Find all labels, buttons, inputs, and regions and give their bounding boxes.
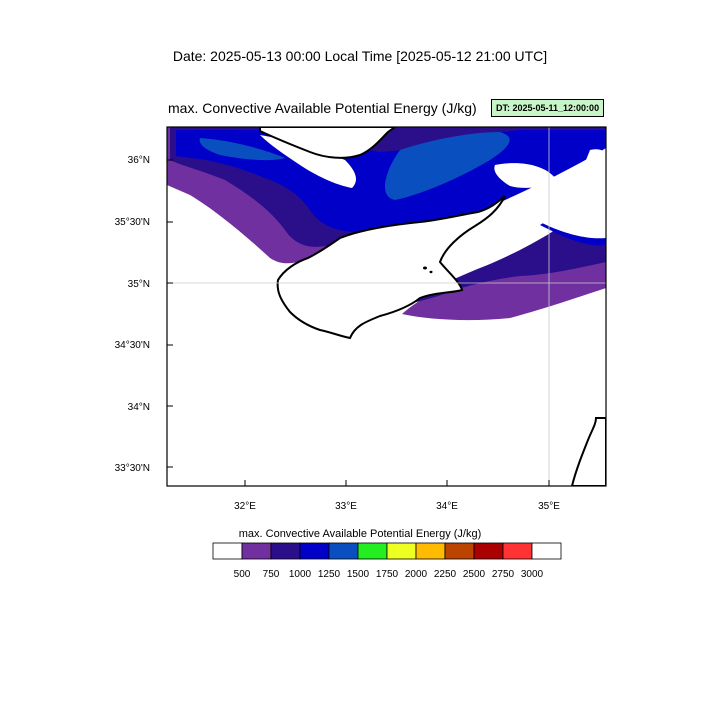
cape-band-medblue-2 (199, 138, 285, 161)
islet (423, 266, 427, 270)
lon-label: 32°E (234, 501, 256, 512)
colorbar-label: 2750 (491, 569, 515, 580)
cape-band-medblue (384, 132, 510, 200)
colorbar-swatch (328, 542, 359, 560)
colorbar-label: 3000 (520, 569, 544, 580)
map-title: max. Convective Available Potential Ener… (168, 100, 477, 116)
colorbar-label: 750 (262, 569, 280, 580)
lat-label: 34°N (128, 402, 150, 413)
cyprus-island (276, 195, 506, 340)
colorbar-swatch (444, 542, 475, 560)
colorbar-swatch (531, 542, 562, 560)
lat-label: 34°30'N (115, 340, 150, 351)
colorbar-swatch (299, 542, 330, 560)
cape-gap-ne (586, 149, 606, 171)
lon-label: 33°E (335, 501, 357, 512)
colorbar-title: max. Convective Available Potential Ener… (238, 528, 482, 540)
cape-gap-east (540, 178, 606, 239)
colorbar-label: 2500 (462, 569, 486, 580)
cape-field (167, 127, 606, 486)
cape-gap-north (260, 135, 356, 188)
colorbar-swatch (212, 542, 243, 560)
dt-badge: DT: 2025-05-11_12:00:00 (491, 99, 605, 117)
lon-label: 34°E (436, 501, 458, 512)
colorbar-swatch (415, 542, 446, 560)
lat-label: 35°30'N (115, 217, 150, 228)
lon-label: 35°E (538, 501, 560, 512)
colorbar-swatch (502, 542, 533, 560)
islet (429, 270, 433, 274)
map-frame (166, 126, 607, 487)
colorbar-label: 1000 (288, 569, 312, 580)
colorbar-swatch (241, 542, 272, 560)
colorbar-swatch (270, 542, 301, 560)
colorbar-label: 2000 (404, 569, 428, 580)
lat-label: 36°N (128, 155, 150, 166)
colorbar-label: 1500 (346, 569, 370, 580)
colorbar-swatch (386, 542, 417, 560)
colorbar-label: 500 (233, 569, 251, 580)
colorbar-swatch (473, 542, 504, 560)
colorbar (212, 542, 562, 560)
levant-coast (570, 417, 606, 486)
date-title: Date: 2025-05-13 00:00 Local Time [2025-… (172, 48, 548, 64)
colorbar-swatch (357, 542, 388, 560)
lat-label: 33°30'N (115, 463, 150, 474)
turkey-coast (259, 127, 397, 159)
axis-ticks (167, 159, 550, 486)
cape-gap-mid (494, 163, 555, 188)
lat-label: 35°N (128, 279, 150, 290)
colorbar-label: 1250 (317, 569, 341, 580)
colorbar-label: 1750 (375, 569, 399, 580)
colorbar-label: 2250 (433, 569, 457, 580)
